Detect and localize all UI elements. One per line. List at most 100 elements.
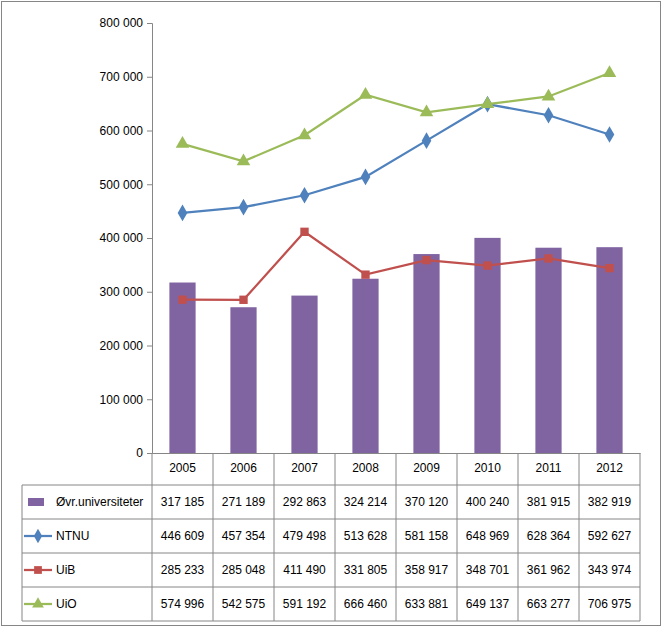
y-tick-mark: [147, 184, 152, 185]
line: [183, 73, 610, 161]
table-value: 381 915: [527, 495, 571, 509]
table-border: [22, 485, 640, 486]
line-series: [178, 228, 613, 304]
y-tick: 400 000: [100, 231, 152, 245]
y-tick-mark: [147, 23, 152, 24]
y-tick-label: 400 000: [100, 231, 144, 245]
y-tick: 700 000: [100, 70, 152, 84]
legend-key: [24, 597, 52, 607]
marker: [483, 261, 491, 269]
y-tick-label: 0: [136, 446, 143, 460]
table-border: [22, 519, 640, 520]
table-value: 628 364: [527, 529, 571, 543]
table-value: 592 627: [588, 529, 632, 543]
table-value: 591 192: [283, 597, 327, 611]
y-tick: 0: [136, 446, 152, 460]
marker: [361, 169, 371, 186]
marker: [542, 89, 556, 101]
marker: [298, 127, 312, 139]
marker: [359, 87, 373, 99]
table-value: 382 919: [588, 495, 632, 509]
table-value: 457 354: [222, 529, 266, 543]
y-tick-label: 700 000: [100, 70, 144, 84]
line: [183, 232, 610, 300]
y-tick-mark: [147, 346, 152, 347]
marker: [603, 65, 617, 77]
y-tick-mark: [147, 77, 152, 78]
bar: [413, 254, 439, 453]
table-value: 542 575: [222, 597, 266, 611]
x-tick: 2010: [474, 461, 501, 475]
plot-marks: [169, 65, 622, 453]
x-tick-label: 2006: [230, 461, 257, 475]
legend-label: NTNU: [56, 529, 89, 543]
table-value: 706 975: [588, 597, 632, 611]
x-tick-label: 2010: [474, 461, 501, 475]
table-border: [152, 453, 153, 621]
table-value: 324 214: [344, 495, 388, 509]
line-series: [178, 96, 615, 221]
marker: [239, 296, 247, 304]
y-tick: 500 000: [100, 178, 152, 192]
marker: [300, 228, 308, 236]
marker: [481, 96, 495, 108]
bar: [474, 238, 500, 453]
legend-key: [24, 529, 52, 543]
x-tick-label: 2011: [536, 461, 562, 475]
bar: [169, 283, 195, 453]
x-tick-label: 2009: [413, 461, 440, 475]
table-value: 666 460: [344, 597, 388, 611]
line: [183, 104, 610, 213]
table-value: 446 609: [161, 529, 205, 543]
table-value: 271 189: [222, 495, 266, 509]
table-value: 663 277: [527, 597, 571, 611]
legend-key: [28, 498, 44, 506]
table-value: 317 185: [161, 495, 205, 509]
marker: [239, 199, 249, 216]
bar-series: [169, 238, 622, 453]
bar: [596, 247, 622, 453]
marker: [422, 256, 430, 264]
legend-label: UiB: [56, 563, 75, 577]
marker: [176, 136, 190, 148]
y-tick-mark: [147, 399, 152, 400]
y-axis: 0 100 000 200 000 300 000 400 000 500 000 600 …: [100, 16, 153, 460]
marker: [237, 154, 251, 166]
marker: [178, 296, 186, 304]
x-tick-label: 2007: [291, 461, 318, 475]
table-value: 285 048: [222, 563, 266, 577]
y-tick: 100 000: [100, 393, 152, 407]
table-border: [274, 453, 275, 621]
y-tick-label: 500 000: [100, 178, 144, 192]
x-tick: 2007: [291, 461, 318, 475]
table-border: [579, 453, 580, 621]
x-tick: 2011: [536, 461, 562, 475]
x-tick: 2012: [596, 461, 623, 475]
marker: [422, 132, 432, 149]
table-value: 361 962: [527, 563, 571, 577]
table-value: 648 969: [466, 529, 510, 543]
table-value: 479 498: [283, 529, 327, 543]
x-tick-label: 2012: [596, 461, 623, 475]
table-value: 411 490: [283, 563, 326, 577]
table-value: 285 233: [161, 563, 205, 577]
legend-label: UiO: [56, 597, 77, 611]
line-series: [176, 65, 617, 165]
table-value: 292 863: [283, 495, 327, 509]
table-value: 370 120: [405, 495, 449, 509]
table-border: [335, 453, 336, 621]
chart: 0 100 000 200 000 300 000 400 000 500 000 600 …: [0, 0, 662, 627]
marker: [178, 205, 188, 222]
table-border: [396, 453, 397, 621]
y-tick-label: 200 000: [100, 339, 144, 353]
table-border: [457, 453, 458, 621]
y-tick: 800 000: [100, 16, 152, 30]
bar: [535, 248, 561, 453]
y-tick: 200 000: [100, 339, 152, 353]
x-tick-label: 2005: [169, 461, 196, 475]
table-value: 513 628: [344, 529, 388, 543]
legend-marker: [34, 529, 42, 543]
x-tick-label: 2008: [352, 461, 379, 475]
y-tick: 600 000: [100, 124, 152, 138]
y-tick-label: 300 000: [100, 285, 144, 299]
